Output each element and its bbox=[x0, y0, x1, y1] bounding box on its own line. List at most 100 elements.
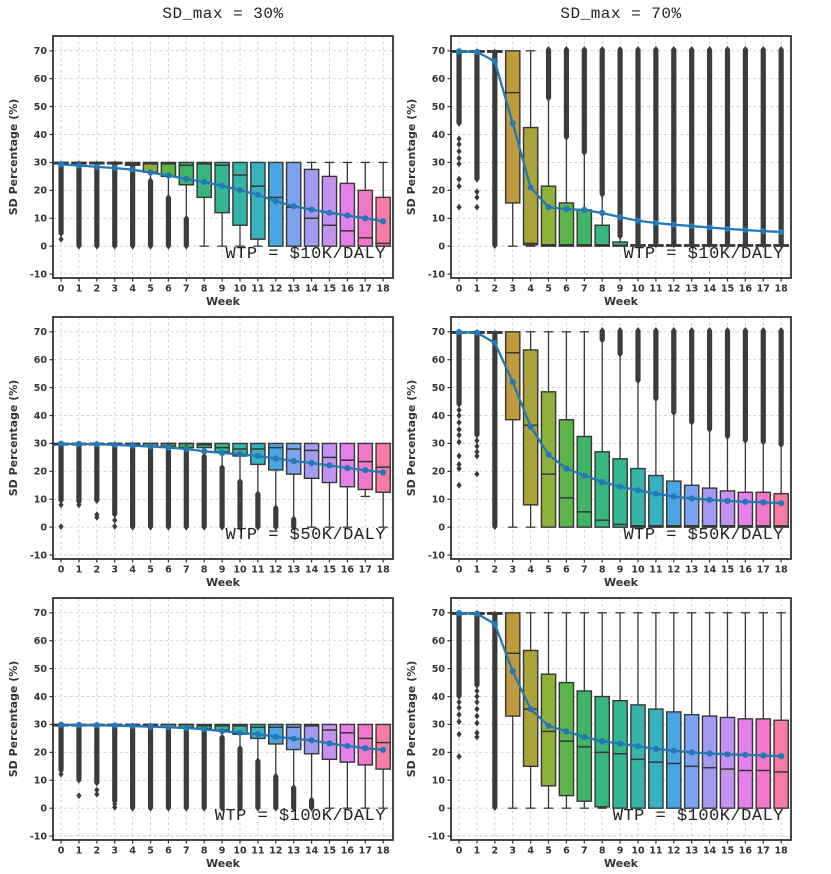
outlier-column bbox=[456, 48, 462, 127]
x-tick-label: 16 bbox=[341, 846, 355, 857]
mean-marker bbox=[509, 378, 516, 386]
outlier-column bbox=[58, 441, 64, 505]
outlier-column bbox=[58, 722, 64, 774]
outlier-column bbox=[130, 722, 136, 812]
box-week-14 bbox=[303, 161, 320, 247]
outlier-column bbox=[689, 326, 695, 426]
x-tick-label: 2 bbox=[492, 565, 499, 576]
mean-marker bbox=[290, 203, 297, 210]
x-tick-label: 16 bbox=[341, 284, 355, 295]
x-tick-label: 15 bbox=[323, 846, 336, 857]
y-tick-label: 40 bbox=[432, 692, 446, 703]
mean-line-series bbox=[455, 609, 785, 760]
box-week-17 bbox=[357, 442, 374, 498]
x-tick-label: 10 bbox=[631, 284, 645, 295]
mean-marker bbox=[599, 209, 606, 217]
plot-border bbox=[450, 35, 792, 279]
box bbox=[773, 719, 789, 809]
box-week-8 bbox=[594, 612, 611, 809]
outlier-column bbox=[147, 177, 154, 250]
outlier-point bbox=[456, 175, 462, 183]
mean-marker bbox=[290, 735, 297, 742]
y-tick-label: -10 bbox=[30, 269, 48, 280]
y-tick-label: 70 bbox=[34, 327, 48, 338]
mean-marker bbox=[308, 206, 315, 213]
outlier-point bbox=[492, 242, 498, 250]
x-tick-label: 13 bbox=[287, 284, 300, 295]
mean-marker bbox=[742, 498, 749, 505]
box bbox=[630, 704, 646, 809]
y-tick-label: 40 bbox=[432, 130, 446, 141]
x-axis-label: Week bbox=[206, 295, 241, 308]
outlier-column bbox=[778, 326, 784, 449]
y-tick-label: 0 bbox=[438, 522, 445, 533]
x-tick-label: 9 bbox=[617, 846, 624, 857]
plot-border bbox=[52, 316, 394, 560]
mean-line-series bbox=[455, 328, 785, 507]
outlier-column bbox=[689, 45, 695, 249]
mean-marker bbox=[272, 198, 279, 205]
x-tick-label: 14 bbox=[703, 565, 717, 576]
mean-marker bbox=[254, 452, 261, 460]
box-week-18 bbox=[375, 442, 391, 528]
x-tick-label: 15 bbox=[323, 284, 336, 295]
outlier-column bbox=[456, 610, 462, 700]
x-tick-label: 12 bbox=[269, 565, 282, 576]
x-tick-label: 1 bbox=[474, 846, 481, 857]
mean-marker bbox=[93, 163, 100, 171]
y-tick-label: 20 bbox=[432, 186, 446, 197]
box-week-18 bbox=[773, 326, 789, 528]
y-axis-label: SD Percentage (%) bbox=[405, 661, 418, 778]
box bbox=[576, 435, 593, 528]
mean-marker bbox=[344, 464, 351, 472]
box-week-5 bbox=[540, 45, 557, 247]
x-tick-label: 0 bbox=[58, 565, 65, 576]
outlier-column bbox=[474, 48, 480, 183]
box-week-14 bbox=[701, 45, 718, 249]
outlier-point bbox=[456, 438, 462, 446]
x-tick-label: 16 bbox=[739, 284, 753, 295]
box bbox=[737, 718, 754, 809]
y-tick-label: 20 bbox=[432, 748, 446, 759]
x-tick-label: 10 bbox=[233, 565, 247, 576]
box-week-12 bbox=[267, 723, 284, 812]
mean-marker bbox=[688, 495, 695, 502]
x-tick-label: 9 bbox=[617, 284, 624, 295]
outlier-point bbox=[456, 452, 462, 460]
outlier-column bbox=[599, 45, 605, 198]
x-tick-label: 6 bbox=[563, 846, 570, 857]
box-week-10 bbox=[232, 442, 248, 531]
mean-marker bbox=[527, 423, 534, 430]
x-tick-label: 1 bbox=[76, 846, 83, 857]
x-tick-label: 8 bbox=[201, 565, 208, 576]
box-week-14 bbox=[701, 326, 718, 528]
box bbox=[755, 491, 772, 528]
mean-marker bbox=[165, 444, 172, 451]
y-tick-label: 40 bbox=[432, 411, 446, 422]
box bbox=[719, 490, 736, 528]
x-tick-label: 9 bbox=[219, 565, 226, 576]
outlier-column bbox=[76, 441, 82, 506]
mean-marker bbox=[57, 721, 65, 728]
outlier-point bbox=[58, 235, 64, 243]
box bbox=[648, 474, 664, 528]
outlier-point bbox=[474, 437, 480, 445]
mean-marker bbox=[545, 204, 552, 211]
outlier-point bbox=[58, 770, 64, 778]
x-tick-label: 9 bbox=[219, 284, 226, 295]
x-tick-label: 14 bbox=[305, 565, 319, 576]
outlier-column bbox=[255, 490, 261, 531]
x-tick-label: 15 bbox=[721, 284, 734, 295]
box bbox=[773, 492, 789, 528]
x-tick-label: 1 bbox=[474, 565, 481, 576]
y-tick-label: 60 bbox=[432, 355, 446, 366]
x-tick-label: 2 bbox=[94, 846, 101, 857]
box-week-16 bbox=[737, 45, 754, 249]
mean-marker bbox=[724, 751, 731, 758]
outlier-point bbox=[456, 718, 462, 726]
outlier-point bbox=[456, 419, 462, 426]
outlier-column bbox=[653, 326, 659, 403]
